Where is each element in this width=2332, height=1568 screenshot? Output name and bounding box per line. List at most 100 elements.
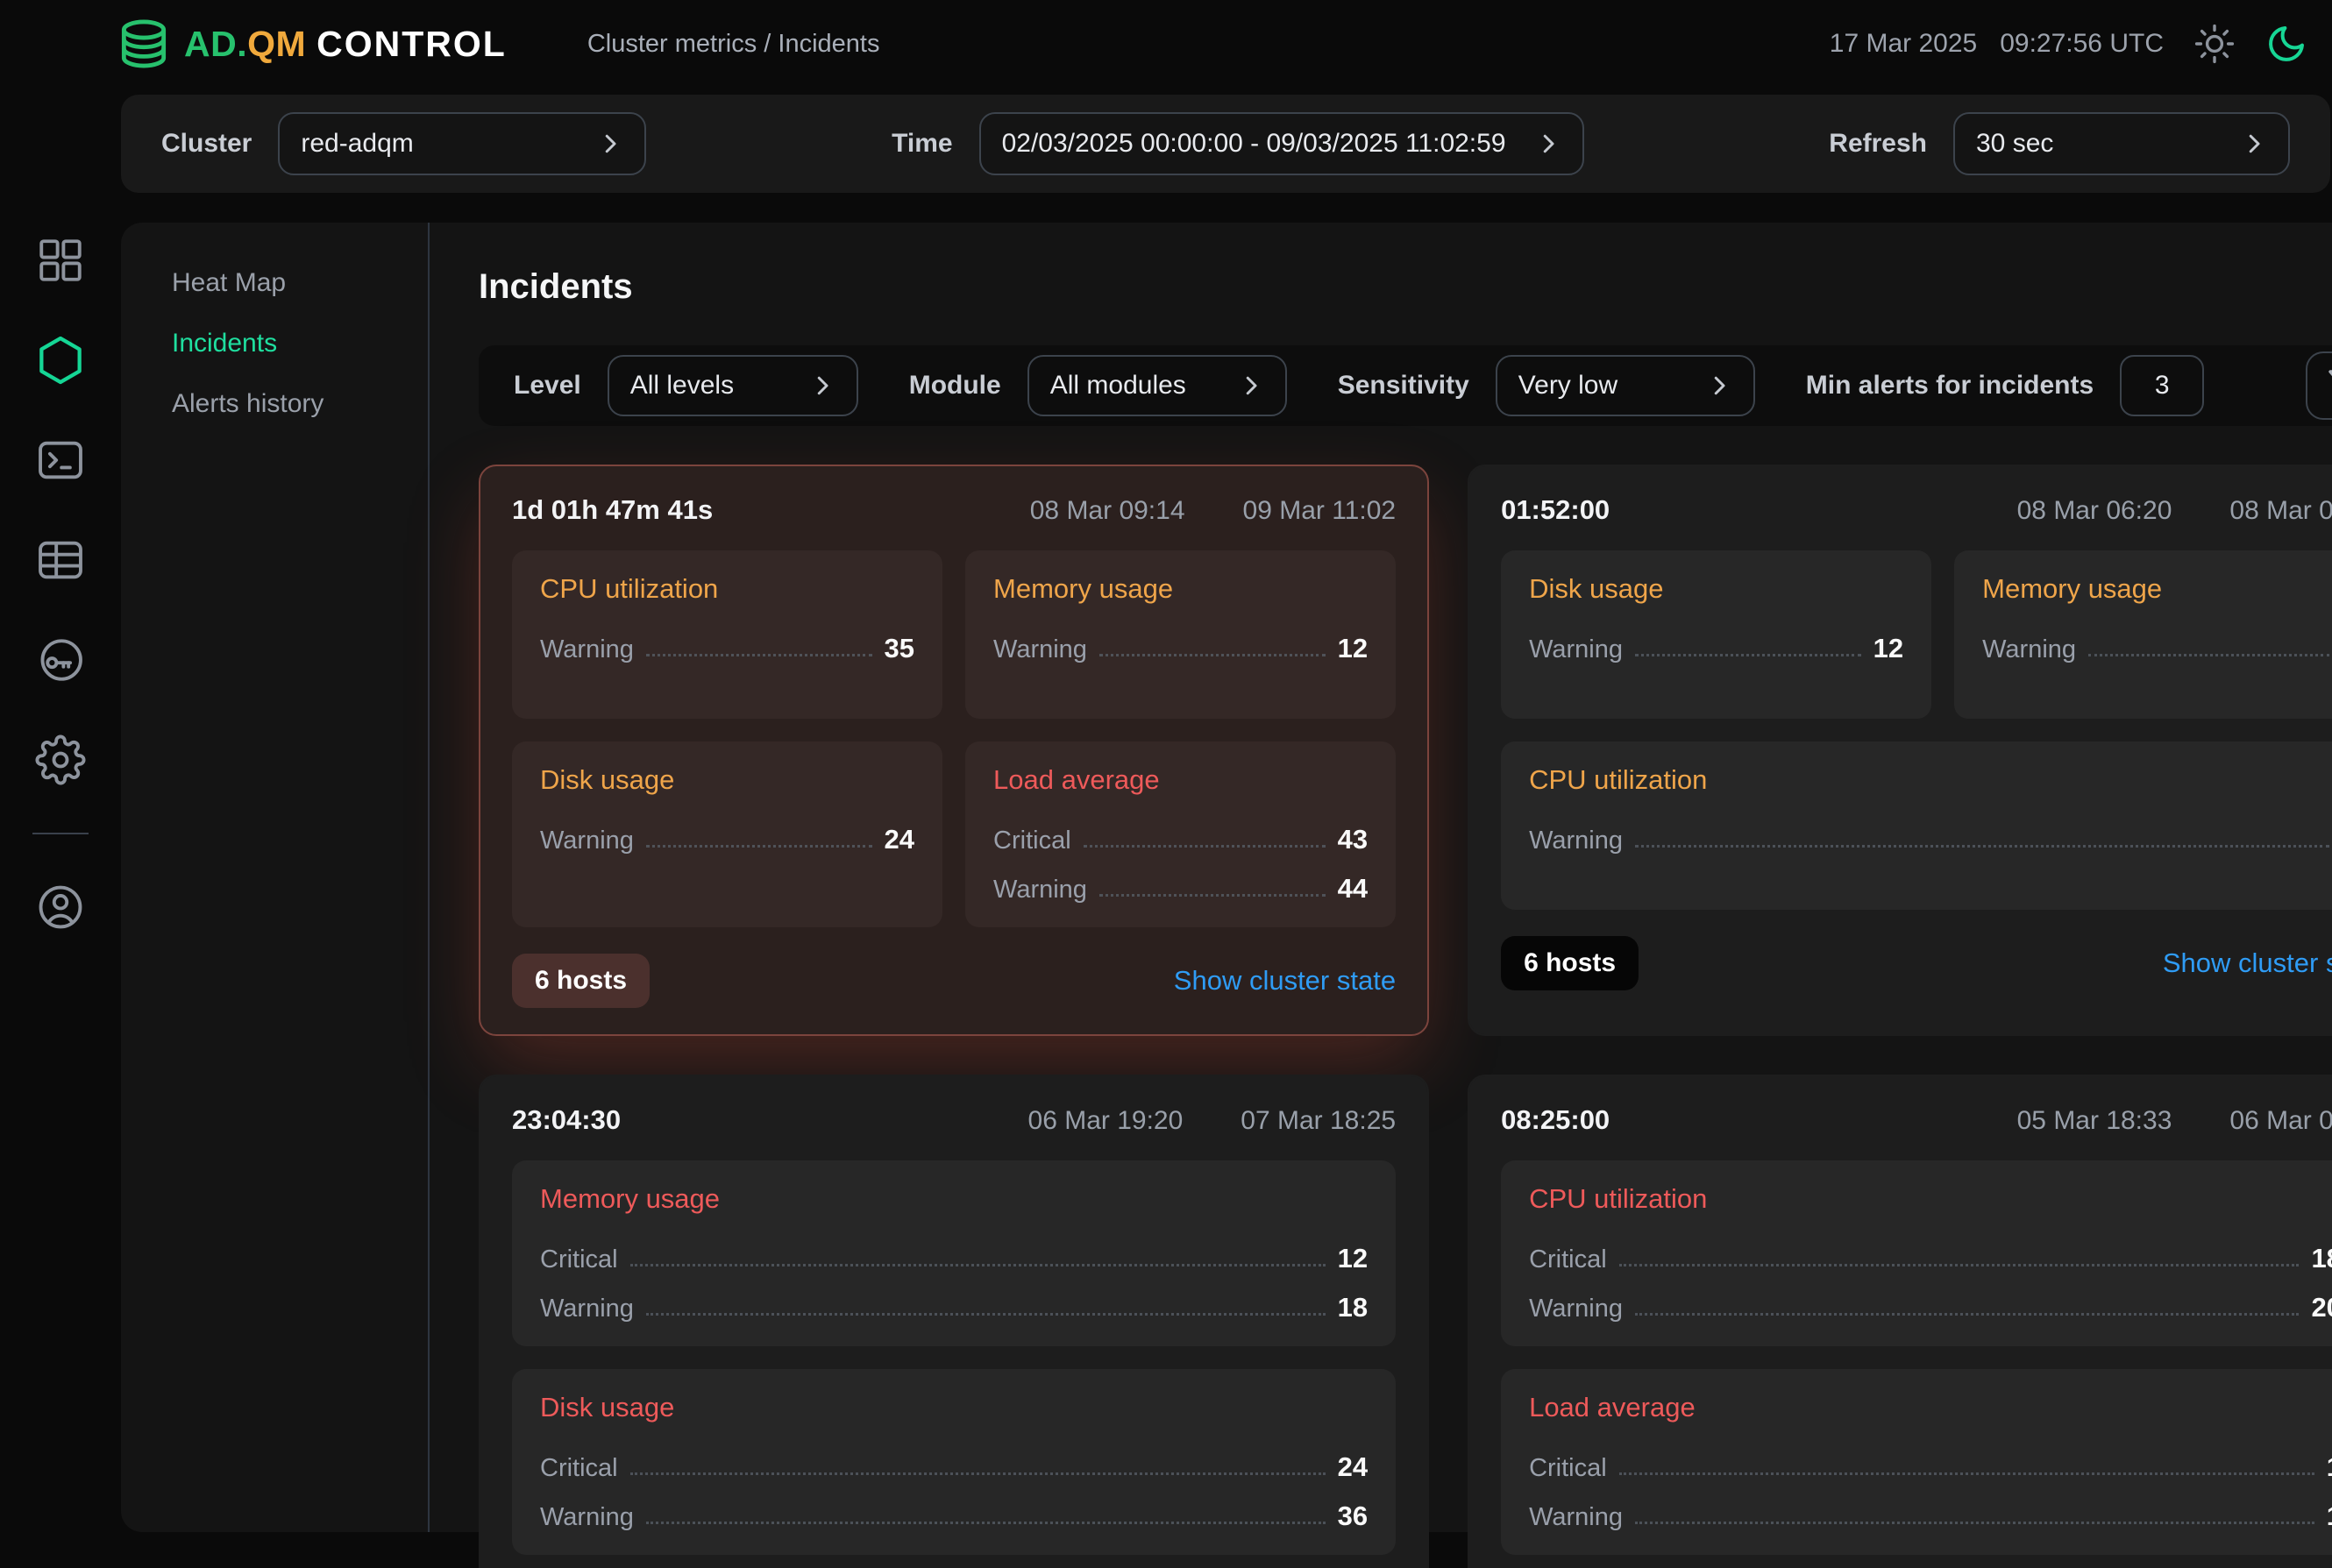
metric-row: Warning 36 <box>540 1501 1368 1532</box>
cluster-label: Cluster <box>161 129 252 158</box>
level-select[interactable]: All levels <box>607 355 858 416</box>
incident-card[interactable]: 08:25:00 05 Mar 18:33 06 Mar 02:58 CPU u… <box>1468 1075 2332 1568</box>
metric-grid: CPU utilization Warning 35 Memory usage … <box>512 550 1397 927</box>
incident-filters: Level All levels Module All modules Sens… <box>479 345 2332 426</box>
chevron-right-icon <box>606 134 616 153</box>
dotted-leader <box>1098 654 1326 656</box>
level-filter-group: Level All levels <box>514 355 858 416</box>
time-range-select[interactable]: 02/03/2025 00:00:00 - 09/03/2025 11:02:5… <box>978 112 1584 175</box>
metric-card: Disk usage Warning 24 <box>512 741 943 927</box>
metric-card: Disk usage Warning 12 <box>1501 550 1932 719</box>
metric-row: Critical 181 <box>1529 1243 2332 1274</box>
metric-card: Memory usage Critical 12 Warning 18 <box>512 1160 1397 1346</box>
incident-header: 1d 01h 47m 41s 08 Mar 09:14 09 Mar 11:02 <box>512 494 1396 526</box>
settings-gear-icon[interactable] <box>35 733 86 787</box>
incident-start: 05 Mar 18:33 <box>2016 1106 2172 1135</box>
hexagon-cluster-icon[interactable] <box>34 333 87 387</box>
alert-count: 181 <box>2311 1243 2332 1274</box>
severity-label: Warning <box>1529 1503 1623 1531</box>
alert-count: 18 <box>1337 1292 1369 1323</box>
incident-header: 08:25:00 05 Mar 18:33 06 Mar 02:58 <box>1501 1104 2332 1136</box>
show-cluster-state-link[interactable]: Show cluster state <box>1173 965 1397 996</box>
chevron-right-icon <box>1246 376 1257 395</box>
metric-grid: CPU utilization Critical 181 Warning 201 <box>1501 1160 2332 1555</box>
severity-label: Warning <box>540 635 634 663</box>
incident-card[interactable]: 01:52:00 08 Mar 06:20 08 Mar 08:12 Disk … <box>1468 465 2332 1036</box>
module-value: All modules <box>1049 371 1186 400</box>
content-area: Incidents Level All levels Module All mo… <box>430 223 2332 1568</box>
alert-count: 13 <box>2327 1501 2332 1532</box>
breadcrumb[interactable]: Cluster metrics / Incidents <box>587 29 880 58</box>
incident-duration: 01:52:00 <box>1501 494 1610 525</box>
alert-count: 201 <box>2311 1292 2332 1323</box>
refresh-value: 30 sec <box>1976 129 2054 158</box>
incident-start: 08 Mar 09:14 <box>1029 496 1185 525</box>
dotted-leader <box>1635 1313 2300 1316</box>
severity-label: Warning <box>1982 635 2077 663</box>
chevron-right-icon <box>2249 134 2260 153</box>
metric-title: Memory usage <box>1982 573 2163 604</box>
logo-text: AD.QM CONTROL <box>184 24 507 65</box>
severity-label: Warning <box>993 635 1087 663</box>
chevron-right-icon <box>1714 376 1725 395</box>
key-icon[interactable] <box>35 633 86 687</box>
metric-title: Disk usage <box>540 764 675 795</box>
light-theme-button[interactable] <box>2193 23 2236 65</box>
metric-row: Warning 35 <box>540 633 914 664</box>
nav-item-heat-map[interactable]: Heat Map <box>172 267 287 297</box>
metric-row: Warning 2 <box>1529 824 2332 855</box>
metric-card: Memory usage Warning 6 <box>1954 550 2332 719</box>
alert-count: 12 <box>1873 633 1904 663</box>
sun-icon <box>2194 24 2235 64</box>
incident-footer: 6 hosts Show cluster state <box>1501 936 2332 990</box>
severity-label: Warning <box>540 1295 634 1323</box>
dark-theme-button[interactable] <box>2265 23 2307 65</box>
incident-end: 09 Mar 11:02 <box>1242 496 1397 525</box>
logo-part-qm: QM <box>247 23 307 64</box>
user-profile-icon[interactable] <box>35 880 86 934</box>
alert-count: 43 <box>1337 824 1369 855</box>
metric-row: Warning 6 <box>1982 633 2332 664</box>
metric-grid: Memory usage Critical 12 Warning 18 <box>512 1160 1397 1555</box>
incident-end: 06 Mar 02:58 <box>2229 1106 2332 1135</box>
dashboard-grid-icon[interactable] <box>35 233 86 287</box>
severity-label: Warning <box>1529 635 1623 663</box>
incident-duration: 1d 01h 47m 41s <box>512 494 714 525</box>
severity-label: Critical <box>1529 1245 1607 1274</box>
incident-cards: 1d 01h 47m 41s 08 Mar 09:14 09 Mar 11:02… <box>479 465 2332 1568</box>
terminal-icon[interactable] <box>35 433 86 487</box>
dotted-leader <box>1098 894 1326 897</box>
refresh-select[interactable]: 30 sec <box>1953 112 2290 175</box>
module-select[interactable]: All modules <box>1027 355 1287 416</box>
nav-item-alerts-history[interactable]: Alerts history <box>172 388 324 418</box>
nav-item-incidents[interactable]: Incidents <box>172 328 278 358</box>
severity-label: Warning <box>1529 1295 1623 1323</box>
module-label: Module <box>908 371 1001 400</box>
metric-row: Warning 24 <box>540 824 914 855</box>
metric-title: Load average <box>1529 1392 1696 1423</box>
alert-count: 24 <box>884 824 915 855</box>
incident-card[interactable]: 23:04:30 06 Mar 19:20 07 Mar 18:25 Memor… <box>479 1075 1430 1568</box>
filter-reset-icon <box>2328 370 2332 376</box>
min-alerts-label: Min alerts for incidents <box>1805 371 2094 400</box>
incident-start: 06 Mar 19:20 <box>1027 1106 1184 1135</box>
logo-part-ad: AD. <box>184 23 248 64</box>
table-icon[interactable] <box>35 533 86 587</box>
incident-card[interactable]: 1d 01h 47m 41s 08 Mar 09:14 09 Mar 11:02… <box>479 465 1430 1036</box>
metric-card: CPU utilization Warning 35 <box>512 550 943 719</box>
dotted-leader <box>1635 654 1861 656</box>
reset-filters-button[interactable] <box>2306 351 2332 420</box>
dotted-leader <box>2088 654 2329 656</box>
metric-title: Memory usage <box>993 573 1174 604</box>
incident-header: 01:52:00 08 Mar 06:20 08 Mar 08:12 <box>1501 494 2332 526</box>
cluster-select[interactable]: red-adqm <box>278 112 647 175</box>
metric-row: Critical 12 <box>540 1243 1368 1274</box>
dotted-leader <box>1635 845 2329 848</box>
min-alerts-group: Min alerts for incidents <box>1805 355 2205 416</box>
dotted-leader <box>645 1522 1326 1524</box>
show-cluster-state-link[interactable]: Show cluster state <box>2162 947 2332 978</box>
min-alerts-input[interactable] <box>2120 355 2205 416</box>
alert-count: 12 <box>1337 633 1369 663</box>
module-filter-group: Module All modules <box>909 355 1287 416</box>
sensitivity-select[interactable]: Very low <box>1495 355 1755 416</box>
